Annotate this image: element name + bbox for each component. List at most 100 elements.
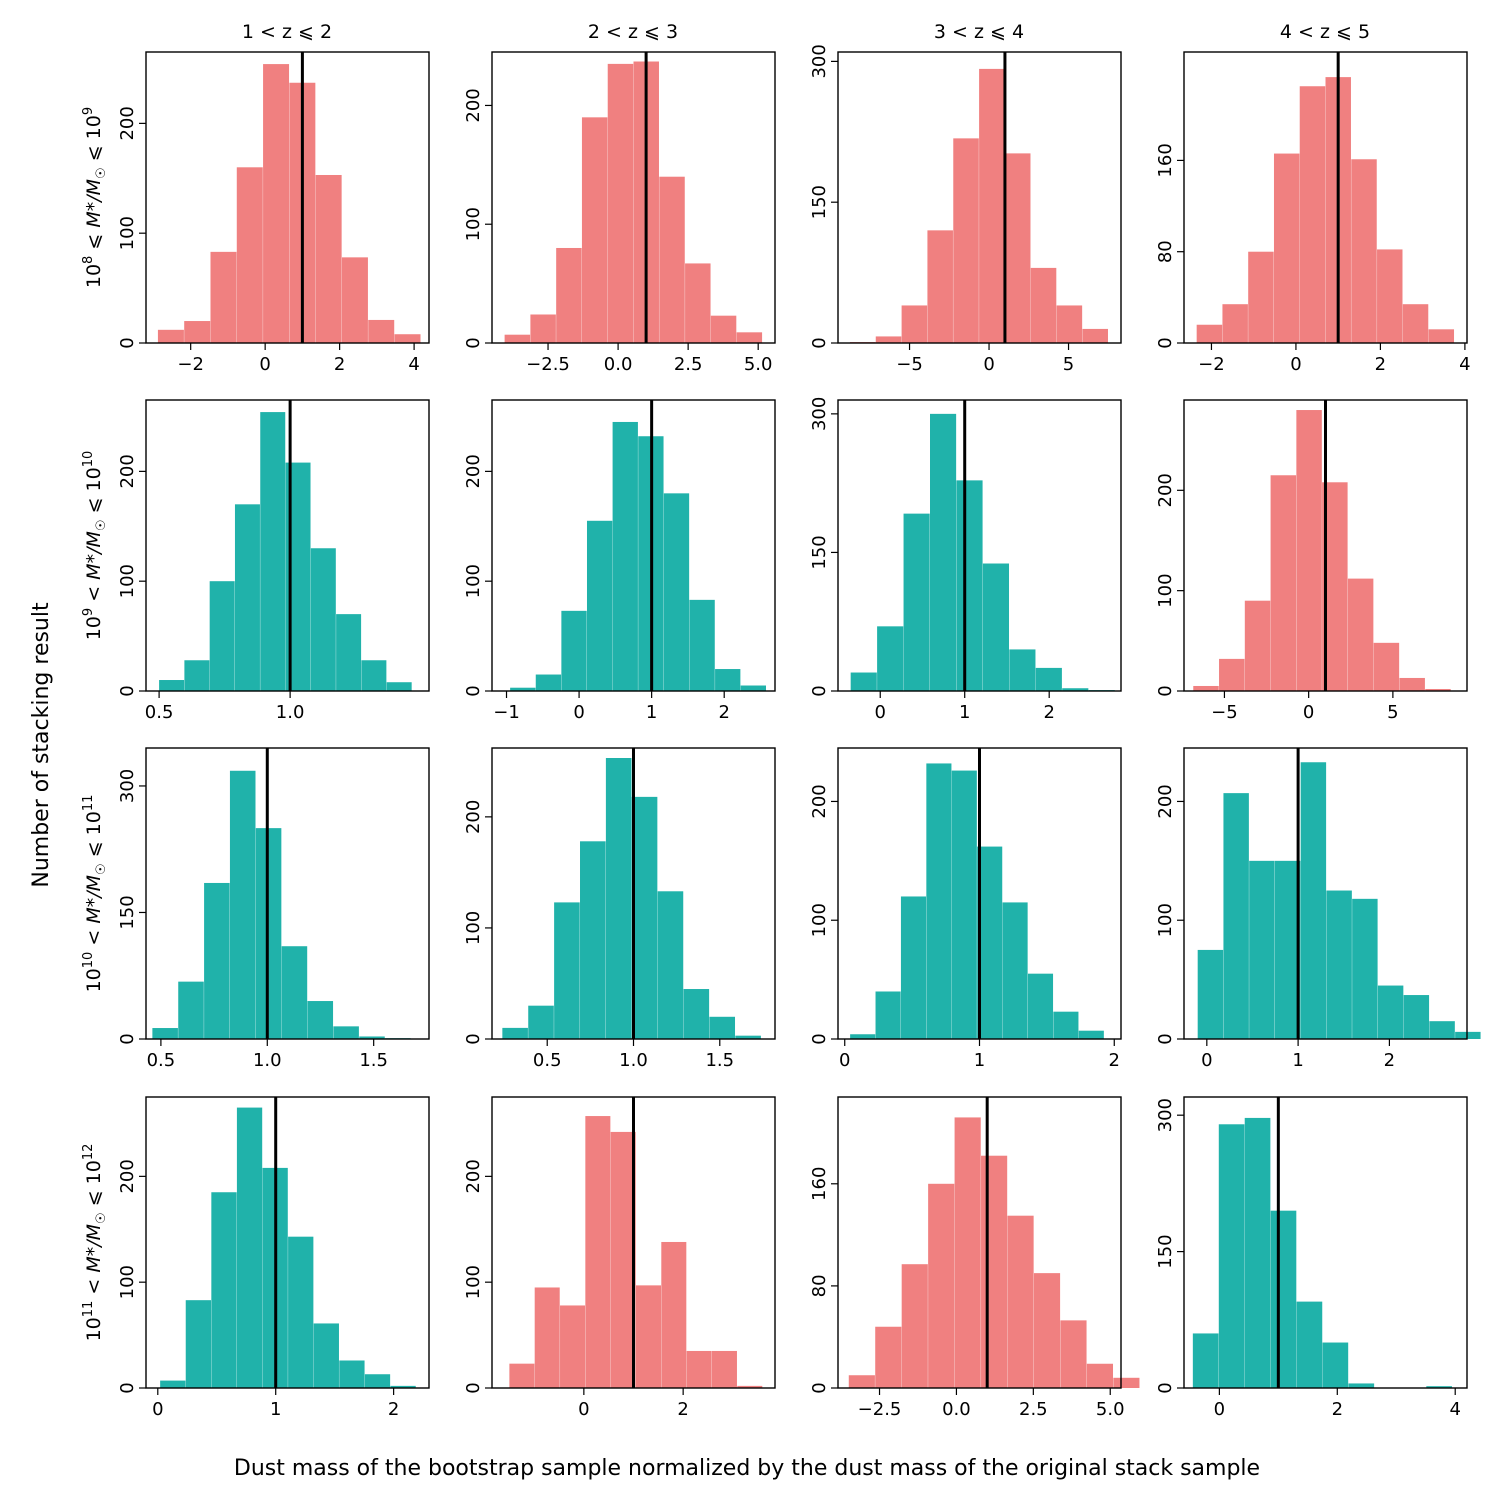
histogram-bar [580,841,606,1039]
y-tick-label: 100 [1155,573,1176,607]
histogram-bar [930,413,957,691]
x-tick-label: 2 [718,702,729,723]
histogram-bar [184,321,211,343]
y-tick-label: 300 [1155,1098,1176,1132]
panel-frame [491,1096,776,1389]
histogram-bar [1244,600,1271,691]
histogram-panel: −2 0 2 4 0 80 160 [1155,51,1471,375]
histogram-bar [394,334,421,343]
histogram-bar [1299,86,1326,344]
histogram-bar [1296,1301,1323,1388]
y-tick-label: 100 [463,1265,484,1299]
y-tick-label: 0 [463,685,484,696]
histogram-bar [234,504,260,691]
histogram-bar [1113,1377,1140,1388]
x-tick-label: 0 [259,354,270,375]
x-tick-label: 2.5 [674,354,703,375]
histogram-bar [605,758,632,1039]
histogram-bar [1007,1215,1034,1388]
histogram-bar [926,763,952,1039]
histogram-bar [850,1034,876,1039]
x-tick-label: 1 [959,702,970,723]
y-tick-label: 0 [117,685,138,696]
histogram-bar [1377,249,1403,343]
y-tick-label: 0 [809,1382,830,1393]
y-tick-label: 200 [463,88,484,122]
row-label-part: 10 [81,451,96,468]
x-tick-label: 0 [1290,354,1301,375]
x-tick-label: 5 [1063,354,1074,375]
histogram-bar [1270,475,1297,691]
histogram-bar [361,660,387,691]
histogram-panel: 0 1 2 0 100 200 [809,747,1122,1071]
x-tick-label: 4 [1459,354,1470,375]
histogram-bar [560,1305,586,1388]
histogram-bar [977,846,1003,1039]
histogram-bar [711,1350,737,1388]
x-tick-label: 0.0 [604,354,633,375]
y-tick-label: 0 [809,337,830,348]
histogram-bar [152,1028,178,1039]
x-tick-label: −5 [1211,702,1238,723]
y-tick-label: 200 [1155,473,1176,507]
histogram-bar [1351,159,1377,343]
histogram-bar [504,334,531,343]
histogram-bar [1082,328,1108,343]
histogram-bar [534,1287,560,1388]
x-tick-label: 1.0 [276,702,305,723]
x-tick-label: 2 [1043,702,1054,723]
row-label: 108 ⩽ M*/M☉ ⩽ 109 [81,107,109,288]
histogram-bar [364,1374,391,1388]
x-tick-label: 2 [334,354,345,375]
row-label-part: ☉ [94,167,109,179]
histogram-bar [1347,578,1374,691]
histogram-bar [1322,1342,1349,1388]
histogram-bar [689,599,715,691]
histogram-bar [737,1385,763,1388]
y-tick-label: 80 [809,1274,830,1297]
histogram-bar [260,412,286,691]
panel-frame [145,51,430,344]
histogram-panel: 0.5 1.0 0 100 200 [117,399,430,723]
histogram-bar [1035,667,1062,691]
histogram-bar [1373,642,1400,691]
x-tick-label: −1 [493,702,520,723]
x-tick-label: −5 [896,354,923,375]
column-title: 3 < z ⩽ 4 [934,21,1024,43]
histogram-bar [848,1375,875,1388]
histogram-panel: 0 2 0 100 200 [463,1096,776,1420]
y-tick-label: 100 [117,1265,138,1299]
histogram-panel: −5 0 5 0 150 300 [809,44,1122,375]
row-label-part: 11 [81,1301,96,1318]
row-label-part: ⩽ [83,835,105,863]
row-label-part: 10 [83,467,105,491]
histogram-bar [1002,902,1028,1039]
histogram-bar [1300,762,1327,1039]
x-tick-label: 1.0 [253,1050,282,1071]
histogram-bar [875,991,901,1039]
histogram-bar [1425,688,1451,691]
histogram-bar [901,1264,928,1388]
row-label-part: 10 [83,968,105,992]
histogram-bar [1086,1363,1114,1388]
histogram-bar [1326,890,1352,1039]
panel-frame [1183,1096,1468,1389]
y-tick-label: 0 [1155,1033,1176,1044]
x-tick-label: 0 [573,702,584,723]
histogram-bar [528,1005,554,1039]
histogram-bar [1062,688,1089,691]
panel-frame [837,1096,1122,1389]
x-tick-label: 0 [152,1399,163,1420]
y-tick-label: 0 [1155,337,1176,348]
histogram-panel: 0 1 2 0 100 200 [117,1096,430,1420]
x-tick-label: 5.0 [1096,1399,1125,1420]
histogram-bar [1270,1210,1297,1388]
row-label-part: < [83,1273,105,1301]
row-label-part: 10 [81,952,96,969]
row-label-part: ☉ [94,863,109,875]
x-tick-label: 1.0 [619,1050,648,1071]
row-label-part: < [83,924,105,952]
histogram-bar [386,682,412,691]
